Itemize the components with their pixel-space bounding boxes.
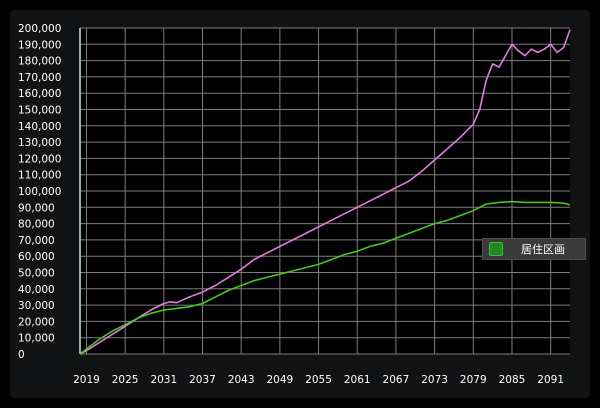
y-tick-label: 80,000 (18, 219, 55, 231)
y-tick-label: 110,000 (18, 170, 61, 182)
y-tick-label: 0 (18, 349, 25, 361)
x-tick-label: 2091 (537, 374, 564, 386)
legend-swatch (489, 242, 503, 256)
y-tick-label: 200,000 (18, 23, 61, 35)
y-tick-label: 140,000 (18, 121, 61, 133)
y-axis-ticks: 0 10,000 20,000 30,000 40,000 50,000 60,000 70,… (18, 23, 61, 361)
x-tick-label: 2079 (460, 374, 487, 386)
y-tick-label: 120,000 (18, 153, 61, 165)
x-tick-label: 2043 (228, 374, 255, 386)
legend: 居住区画 (482, 238, 586, 260)
x-tick-label: 2031 (150, 374, 177, 386)
y-tick-label: 10,000 (18, 333, 55, 345)
y-tick-label: 40,000 (18, 284, 55, 296)
x-axis-ticks: 2019 2025 2031 2037 2043 2049 2055 2061 2067 2073… (73, 374, 564, 386)
y-tick-label: 90,000 (18, 202, 55, 214)
x-tick-label: 2049 (267, 374, 294, 386)
legend-label: 居住区画 (521, 243, 565, 256)
x-tick-label: 2037 (189, 374, 216, 386)
series-line-pink (79, 29, 571, 355)
y-tick-label: 20,000 (18, 316, 55, 328)
x-tick-label: 2055 (305, 374, 332, 386)
x-tick-label: 2073 (421, 374, 448, 386)
x-tick-label: 2025 (112, 374, 139, 386)
x-tick-label: 2085 (499, 374, 526, 386)
gridlines (79, 27, 570, 355)
x-tick-label: 2019 (73, 374, 100, 386)
y-tick-label: 60,000 (18, 251, 55, 263)
y-tick-label: 180,000 (18, 56, 61, 68)
series-group (79, 29, 571, 355)
y-tick-label: 160,000 (18, 88, 61, 100)
y-tick-label: 30,000 (18, 300, 55, 312)
y-tick-label: 70,000 (18, 235, 55, 247)
y-tick-label: 170,000 (18, 72, 61, 84)
series-line-green (79, 200, 571, 355)
y-tick-label: 50,000 (18, 268, 55, 280)
y-tick-label: 190,000 (18, 39, 61, 51)
y-tick-label: 100,000 (18, 186, 61, 198)
x-tick-label: 2061 (344, 374, 371, 386)
x-tick-label: 2067 (383, 374, 410, 386)
y-tick-label: 130,000 (18, 137, 61, 149)
y-tick-label: 150,000 (18, 105, 61, 117)
